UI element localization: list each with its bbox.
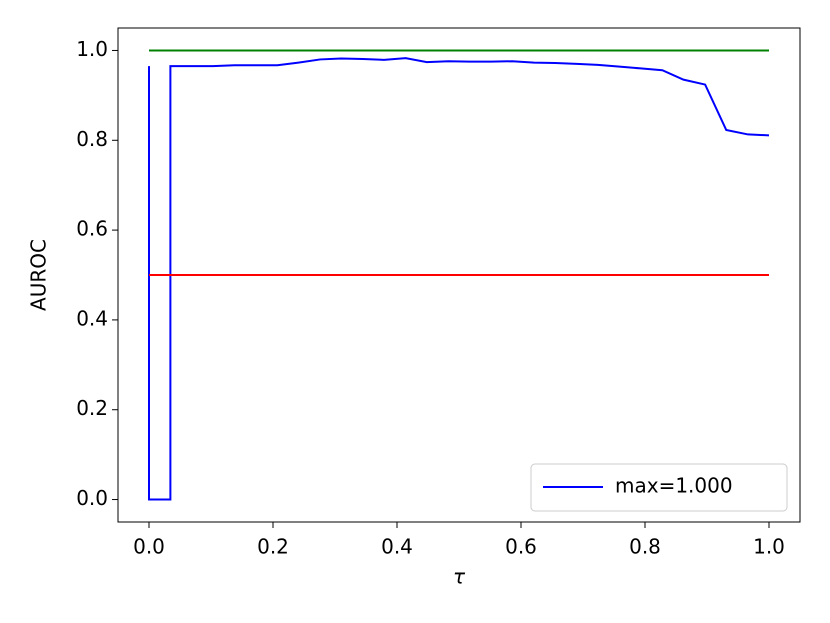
y-tick-label: 0.4 xyxy=(76,306,108,330)
y-axis-label: AUROC xyxy=(27,239,51,311)
x-tick-label: 0.6 xyxy=(505,535,537,559)
y-tick-label: 1.0 xyxy=(76,37,108,61)
series-line xyxy=(148,57,770,501)
legend-box xyxy=(530,463,788,512)
y-tick-label: 0.2 xyxy=(76,396,108,420)
y-tick-label: 0.8 xyxy=(76,127,108,151)
x-tick-label: 0.2 xyxy=(257,535,289,559)
y-tick-label: 0.6 xyxy=(76,217,108,241)
x-tick-label: 0.8 xyxy=(629,535,661,559)
x-tick-label: 0.4 xyxy=(381,535,413,559)
x-axis-label: τ xyxy=(453,565,466,589)
x-tick-label: 0.0 xyxy=(133,535,165,559)
x-tick-label: 1.0 xyxy=(753,535,785,559)
legend-label: max=1.000 xyxy=(615,474,733,498)
y-tick-label: 0.0 xyxy=(76,486,108,510)
plot-frame xyxy=(117,27,801,523)
